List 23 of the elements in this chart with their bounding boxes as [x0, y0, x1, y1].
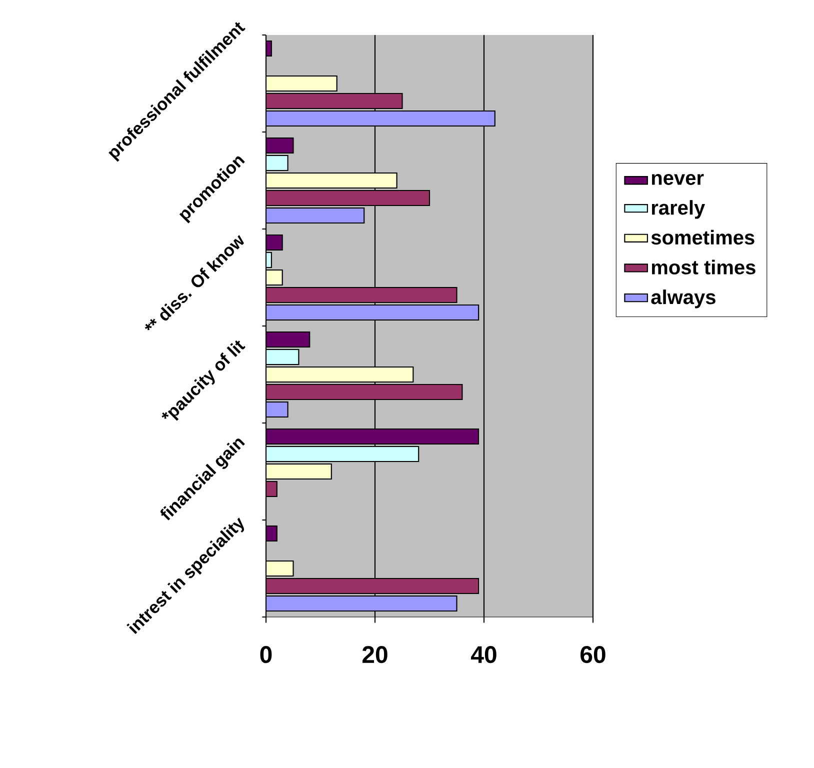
- x-tick-label: 0: [260, 646, 272, 664]
- legend-label: never: [652, 174, 704, 185]
- bar: [266, 366, 414, 383]
- bar: [266, 207, 365, 224]
- bar: [266, 463, 332, 480]
- bar: [266, 110, 496, 127]
- legend-label: always: [651, 290, 716, 308]
- legend-label: sometimes: [651, 230, 754, 245]
- bar: [266, 348, 300, 366]
- bar: [266, 595, 458, 612]
- x-tick-label: 40: [471, 646, 496, 664]
- bar: [266, 401, 288, 418]
- bar: [266, 154, 288, 172]
- bar: [266, 75, 338, 92]
- bar: [266, 446, 420, 462]
- legend-label: most times: [652, 260, 756, 274]
- legend-label: rarely: [652, 200, 706, 219]
- bar: [266, 172, 398, 189]
- bar: [266, 304, 480, 321]
- bar: [266, 525, 278, 542]
- x-tick-label: 60: [580, 646, 606, 664]
- x-tick-label: 20: [362, 646, 388, 664]
- bar: [266, 40, 272, 57]
